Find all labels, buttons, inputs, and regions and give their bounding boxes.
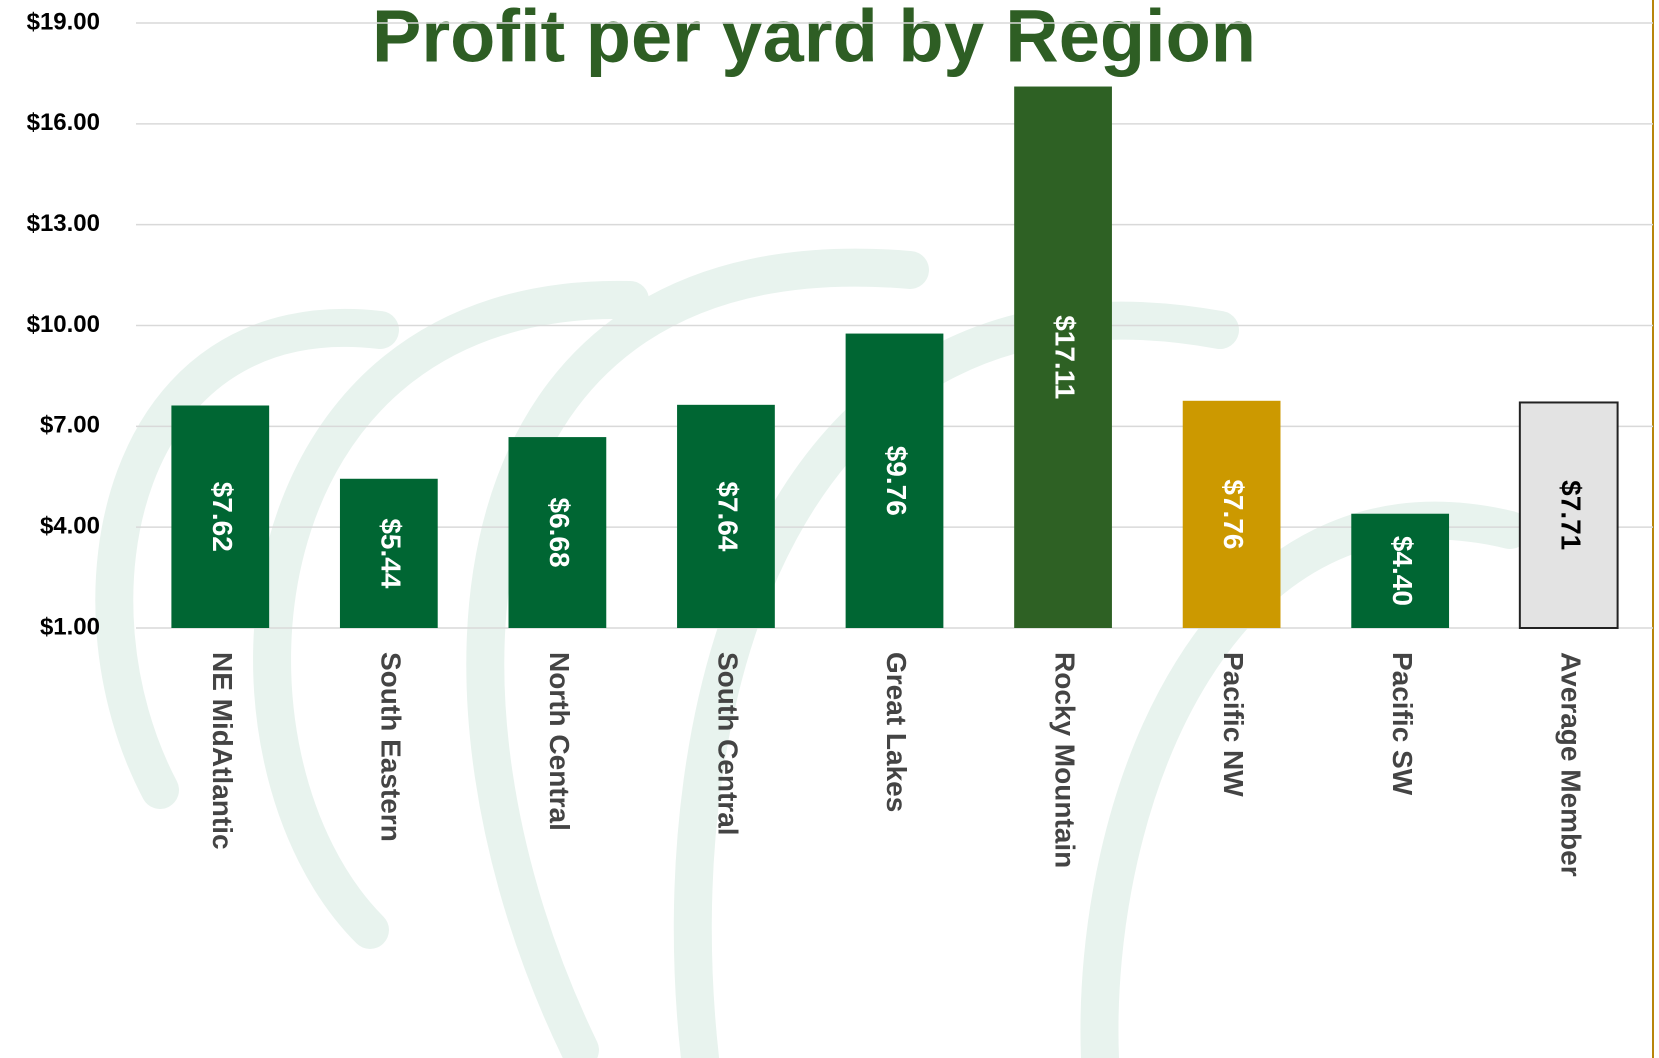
x-tick-label: NE MidAtlantic bbox=[207, 652, 238, 850]
data-label: $7.71 bbox=[1555, 480, 1586, 550]
y-tick-label: $19.00 bbox=[27, 8, 100, 35]
x-tick-label: South Eastern bbox=[375, 652, 406, 842]
chart-title: Profit per yard by Region bbox=[372, 0, 1256, 78]
data-label: $5.44 bbox=[375, 518, 406, 588]
x-tick-label: South Central bbox=[713, 652, 744, 836]
data-label: $7.64 bbox=[713, 481, 744, 551]
background-swirls bbox=[114, 268, 1510, 1058]
x-tick-label: Pacific SW bbox=[1387, 652, 1418, 796]
y-tick-label: $16.00 bbox=[27, 109, 100, 136]
data-label: $7.76 bbox=[1218, 479, 1249, 549]
x-tick-label: Rocky Mountain bbox=[1050, 652, 1081, 868]
chart: Profit per yard by Region $1.00 $4.00 $7.0… bbox=[0, 0, 1659, 1058]
x-tick-label: Great Lakes bbox=[881, 652, 912, 812]
x-tick-label: Pacific NW bbox=[1218, 652, 1249, 797]
y-tick-label: $10.00 bbox=[27, 311, 100, 338]
data-label: $17.11 bbox=[1050, 315, 1081, 399]
y-tick-label: $4.00 bbox=[40, 513, 100, 540]
data-label: $6.68 bbox=[544, 498, 575, 568]
x-tick-label: North Central bbox=[544, 652, 575, 831]
data-label: $9.76 bbox=[881, 446, 912, 516]
data-label: $7.62 bbox=[207, 482, 238, 552]
y-tick-label: $13.00 bbox=[27, 210, 100, 237]
y-tick-label: $7.00 bbox=[40, 412, 100, 439]
x-tick-label: Average Member bbox=[1555, 652, 1586, 877]
data-label: $4.40 bbox=[1387, 536, 1418, 606]
y-tick-label: $1.00 bbox=[40, 613, 100, 640]
